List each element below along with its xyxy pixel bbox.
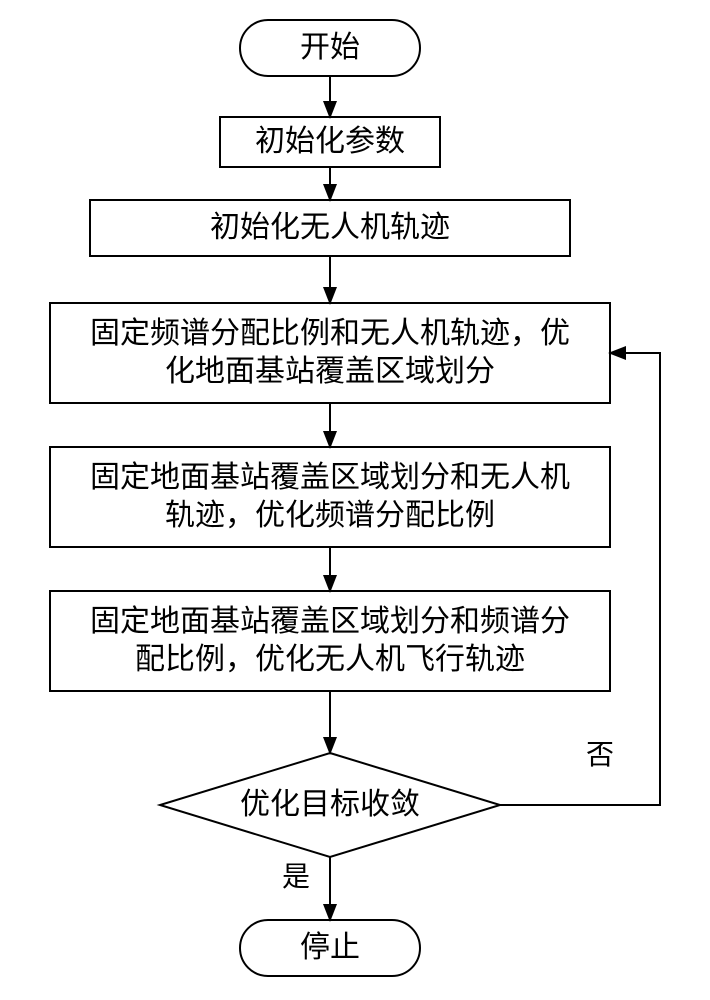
feedback-edge — [500, 353, 660, 805]
node-opt_trajectory-line-0: 固定地面基站覆盖区域划分和频谱分 — [90, 605, 570, 638]
node-init_trajectory: 初始化无人机轨迹 — [90, 200, 570, 256]
node-opt_coverage: 固定频谱分配比例和无人机轨迹，优化地面基站覆盖区域划分 — [50, 303, 610, 403]
node-init_params-label: 初始化参数 — [255, 125, 405, 158]
feedback-edge-label: 否 — [586, 740, 614, 771]
node-start: 开始 — [240, 20, 420, 76]
node-start-label: 开始 — [300, 31, 360, 64]
node-decision-label: 优化目标收敛 — [240, 788, 420, 821]
node-opt_spectrum: 固定地面基站覆盖区域划分和无人机轨迹，优化频谱分配比例 — [50, 447, 610, 547]
node-stop: 停止 — [240, 920, 420, 976]
node-opt_coverage-line-1: 化地面基站覆盖区域划分 — [165, 355, 495, 388]
flowchart-svg: 开始初始化参数初始化无人机轨迹固定频谱分配比例和无人机轨迹，优化地面基站覆盖区域… — [0, 0, 710, 1000]
node-opt_trajectory: 固定地面基站覆盖区域划分和频谱分配比例，优化无人机飞行轨迹 — [50, 591, 610, 691]
node-decision: 优化目标收敛 — [160, 753, 500, 857]
node-opt_spectrum-line-0: 固定地面基站覆盖区域划分和无人机 — [90, 461, 570, 494]
node-opt_trajectory-line-1: 配比例，优化无人机飞行轨迹 — [135, 643, 525, 676]
node-opt_coverage-line-0: 固定频谱分配比例和无人机轨迹，优 — [90, 317, 570, 350]
node-stop-label: 停止 — [300, 931, 360, 964]
edge-label-decision-stop: 是 — [282, 862, 310, 893]
node-init_trajectory-label: 初始化无人机轨迹 — [210, 211, 450, 244]
node-opt_spectrum-line-1: 轨迹，优化频谱分配比例 — [165, 499, 495, 532]
node-init_params: 初始化参数 — [220, 117, 440, 167]
